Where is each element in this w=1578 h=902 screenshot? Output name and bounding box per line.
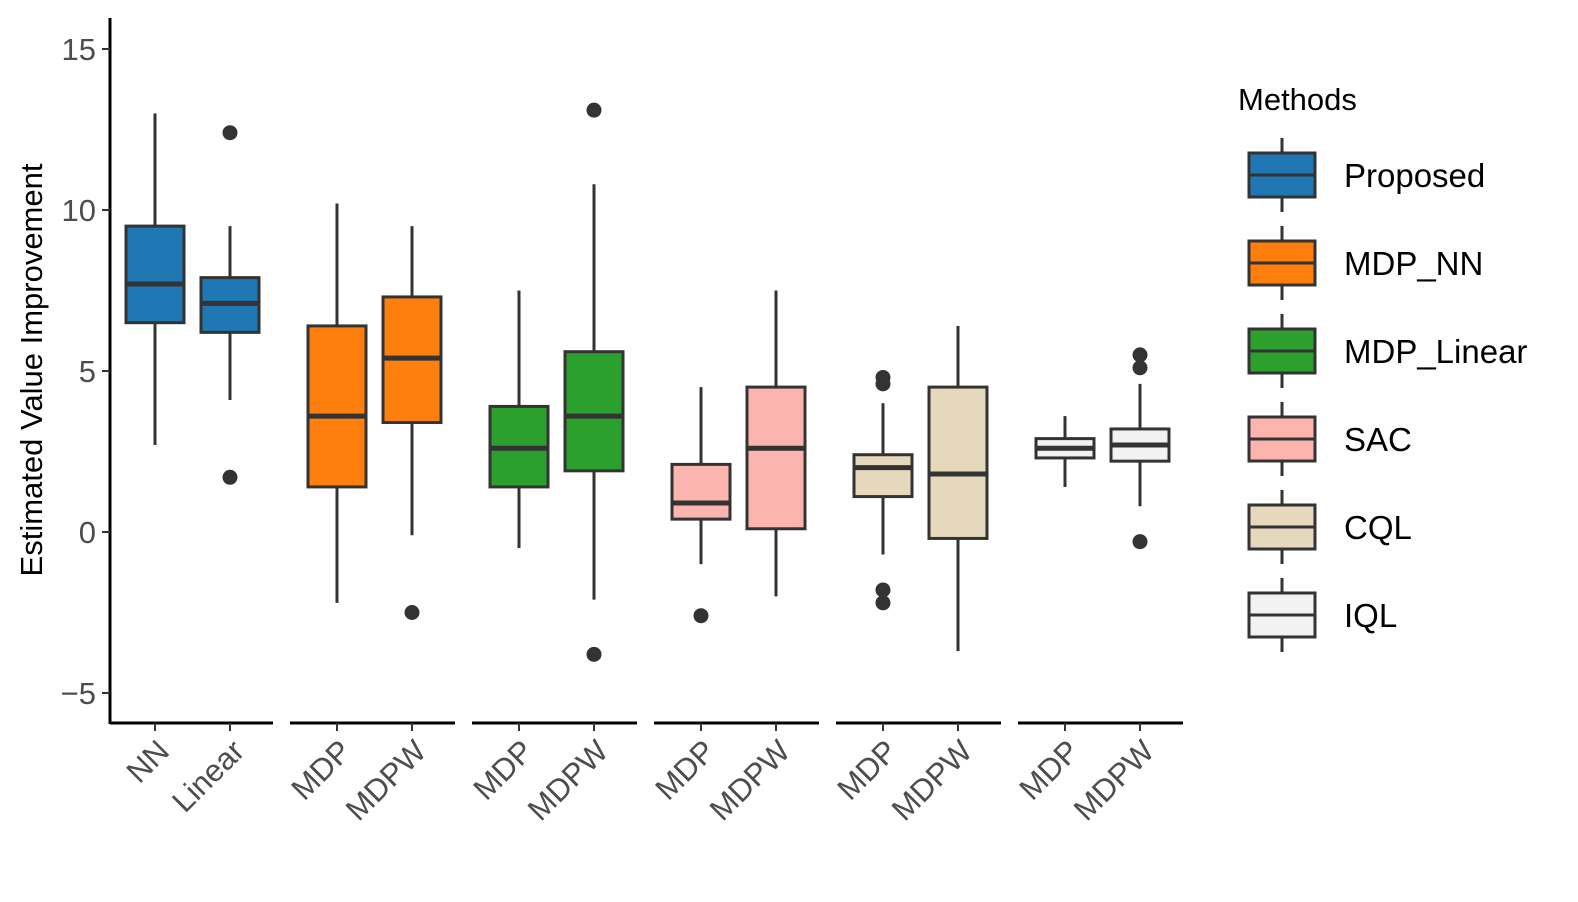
iqr-box <box>124 224 186 325</box>
boxes-layer <box>124 102 1171 662</box>
legend-item-proposed: Proposed <box>1247 138 1485 212</box>
iqr-box <box>563 350 625 473</box>
x-tick-label: MDPW <box>885 733 980 828</box>
boxplot-proposed-nn <box>124 113 186 446</box>
boxplot-proposed-linear <box>199 125 261 485</box>
boxplot-sac-mdp <box>670 387 732 624</box>
outlier-point <box>1132 347 1148 363</box>
iqr-box <box>745 385 807 531</box>
legend-label: MDP_NN <box>1344 245 1483 282</box>
legend-label: Proposed <box>1344 157 1485 194</box>
outlier-point <box>1132 360 1148 376</box>
iqr-box <box>852 453 914 499</box>
boxplot-mdp-linear-mdp <box>488 290 550 549</box>
outlier-point <box>875 582 891 598</box>
x-tick-label: Linear <box>165 733 251 819</box>
x-tick-label: MDPW <box>703 733 798 828</box>
y-tick-label: 15 <box>62 32 96 67</box>
outlier-point <box>875 595 891 611</box>
outlier-point <box>586 646 602 662</box>
iqr-box <box>306 324 368 489</box>
legend-item-iql: IQL <box>1247 578 1397 652</box>
outlier-point <box>693 608 709 624</box>
boxplot-iql-mdpw <box>1109 347 1171 550</box>
x-tick-label: MDPW <box>521 733 616 828</box>
y-axis: −5 0 5 10 15 <box>61 18 112 724</box>
legend-title: Methods <box>1238 82 1357 117</box>
x-tick-label: MDPW <box>339 733 434 828</box>
boxplot-iql-mdp <box>1034 416 1096 487</box>
legend: Methods Proposed MDP_NN MDP_Linear SAC CQL IQL <box>1238 82 1527 652</box>
outlier-point <box>222 469 238 485</box>
y-tick-label: 5 <box>79 354 96 389</box>
iqr-box <box>670 462 732 521</box>
legend-item-mdp-linear: MDP_Linear <box>1247 314 1527 388</box>
boxplot-mdp-nn-mdp <box>306 203 368 603</box>
outlier-point <box>222 125 238 141</box>
outlier-point <box>875 376 891 392</box>
y-tick-label: −5 <box>61 676 96 711</box>
legend-label: MDP_Linear <box>1344 333 1527 370</box>
iqr-box <box>927 385 989 540</box>
boxplot-cql-mdp <box>852 369 914 611</box>
legend-label: SAC <box>1344 421 1412 458</box>
x-tick-label: MDPW <box>1067 733 1162 828</box>
legend-label: CQL <box>1344 509 1412 546</box>
legend-item-sac: SAC <box>1247 402 1412 476</box>
outlier-point <box>404 605 420 620</box>
legend-item-mdp-nn: MDP_NN <box>1247 226 1483 300</box>
boxplot-sac-mdpw <box>745 290 807 597</box>
boxplot-cql-mdpw <box>927 325 989 652</box>
y-tick-label: 10 <box>62 193 96 228</box>
legend-item-cql: CQL <box>1247 490 1412 564</box>
y-axis-title: Estimated Value Improvement <box>14 163 49 576</box>
boxplot-mdp-nn-mdpw <box>381 226 443 620</box>
x-tick-label: NN <box>120 733 176 789</box>
outlier-point <box>1132 534 1148 550</box>
outlier-point <box>586 102 602 118</box>
legend-label: IQL <box>1344 597 1397 634</box>
boxplot-mdp-linear-mdpw <box>563 102 625 662</box>
y-tick-label: 0 <box>79 515 96 550</box>
